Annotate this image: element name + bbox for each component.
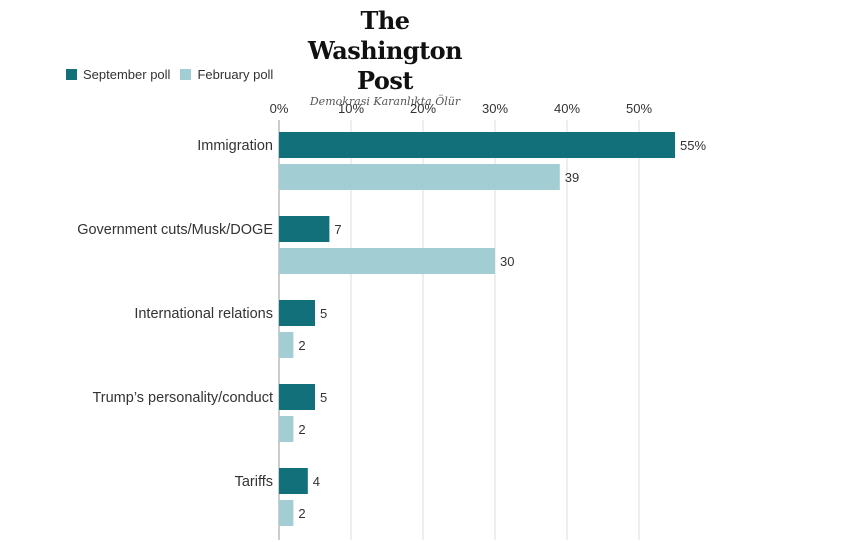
legend-item-february: February poll <box>180 67 273 82</box>
legend-label-february: February poll <box>197 67 274 82</box>
x-tick-label: 10% <box>338 101 364 116</box>
data-label: 5 <box>320 306 327 321</box>
data-label: 5 <box>320 390 327 405</box>
data-label: 2 <box>298 338 305 353</box>
category-label: Immigration <box>197 138 273 154</box>
bar-february <box>279 416 294 442</box>
bar-february <box>279 332 294 358</box>
bar-september <box>279 300 315 326</box>
legend-item-september: September poll <box>66 67 170 82</box>
category-label: Government cuts/Musk/DOGE <box>77 222 273 238</box>
bar-september <box>279 384 315 410</box>
bar-september <box>279 132 675 158</box>
category-label: Trump’s personality/conduct <box>92 390 273 406</box>
data-label: 2 <box>298 422 305 437</box>
category-label: International relations <box>134 306 273 322</box>
x-tick-label: 20% <box>410 101 436 116</box>
data-label: 7 <box>334 222 341 237</box>
x-tick-label: 50% <box>626 101 652 116</box>
masthead-logo: The Washington Post <box>307 6 463 95</box>
legend-swatch-february <box>180 69 192 80</box>
legend-swatch-september <box>66 69 77 80</box>
masthead-tagline: Demokrasi Karanlıkta Ölür <box>309 95 461 108</box>
data-label: 55% <box>680 138 706 153</box>
data-label: 39 <box>565 170 579 185</box>
legend-label-september: September poll <box>83 67 171 82</box>
bar-september <box>279 216 330 242</box>
bar-february <box>279 164 560 190</box>
category-label: Tariffs <box>235 474 273 490</box>
x-tick-label: 40% <box>554 101 580 116</box>
data-label: 2 <box>298 506 305 521</box>
bar-september <box>279 468 308 494</box>
chart-legend: September poll February poll <box>66 67 283 82</box>
masthead: The Washington Post Demokrasi Karanlıkta… <box>280 6 490 108</box>
x-tick-label: 0% <box>270 101 289 116</box>
data-label: 4 <box>313 474 320 489</box>
data-label: 30 <box>500 254 514 269</box>
bar-february <box>279 248 495 274</box>
bar-february <box>279 500 294 526</box>
x-tick-label: 30% <box>482 101 508 116</box>
